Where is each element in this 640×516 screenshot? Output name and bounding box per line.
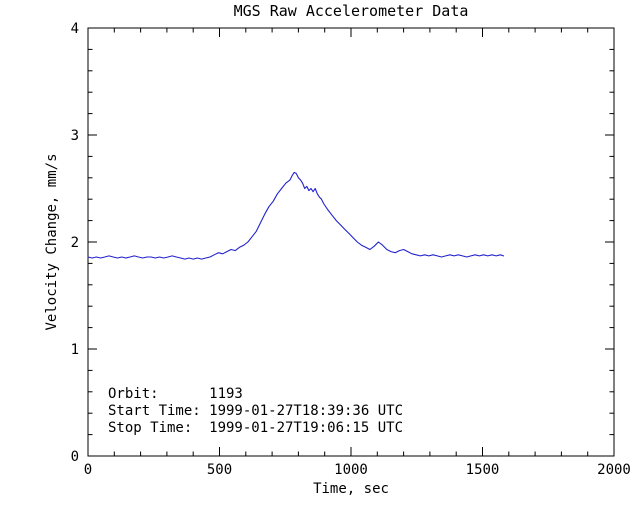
annotation-stop-time: Stop Time: 1999-01-27T19:06:15 UTC — [108, 420, 403, 436]
y-tick-marks — [88, 27, 614, 457]
x-tick-label: 1500 — [466, 462, 500, 478]
annotation-start-time: Start Time: 1999-01-27T18:39:36 UTC — [108, 403, 403, 419]
x-axis-label: Time, sec — [313, 481, 389, 497]
x-tick-marks — [87, 28, 615, 456]
x-tick-label: 500 — [207, 462, 232, 478]
data-line — [87, 171, 505, 260]
x-tick-label: 1000 — [334, 462, 368, 478]
x-tick-labels: 0 500 1000 1500 2000 — [84, 462, 631, 478]
y-tick-labels: 0 1 2 3 4 — [71, 21, 79, 465]
annotation-orbit: Orbit: 1193 — [108, 386, 243, 402]
y-tick-label: 4 — [71, 21, 79, 37]
y-axis-label: Velocity Change, mm/s — [44, 153, 60, 330]
x-tick-label: 0 — [84, 462, 92, 478]
y-tick-label: 1 — [71, 342, 79, 358]
x-tick-label: 2000 — [597, 462, 631, 478]
y-tick-label: 2 — [71, 235, 79, 251]
chart-title: MGS Raw Accelerometer Data — [234, 2, 469, 20]
y-tick-label: 3 — [71, 128, 79, 144]
y-tick-label: 0 — [71, 449, 79, 465]
